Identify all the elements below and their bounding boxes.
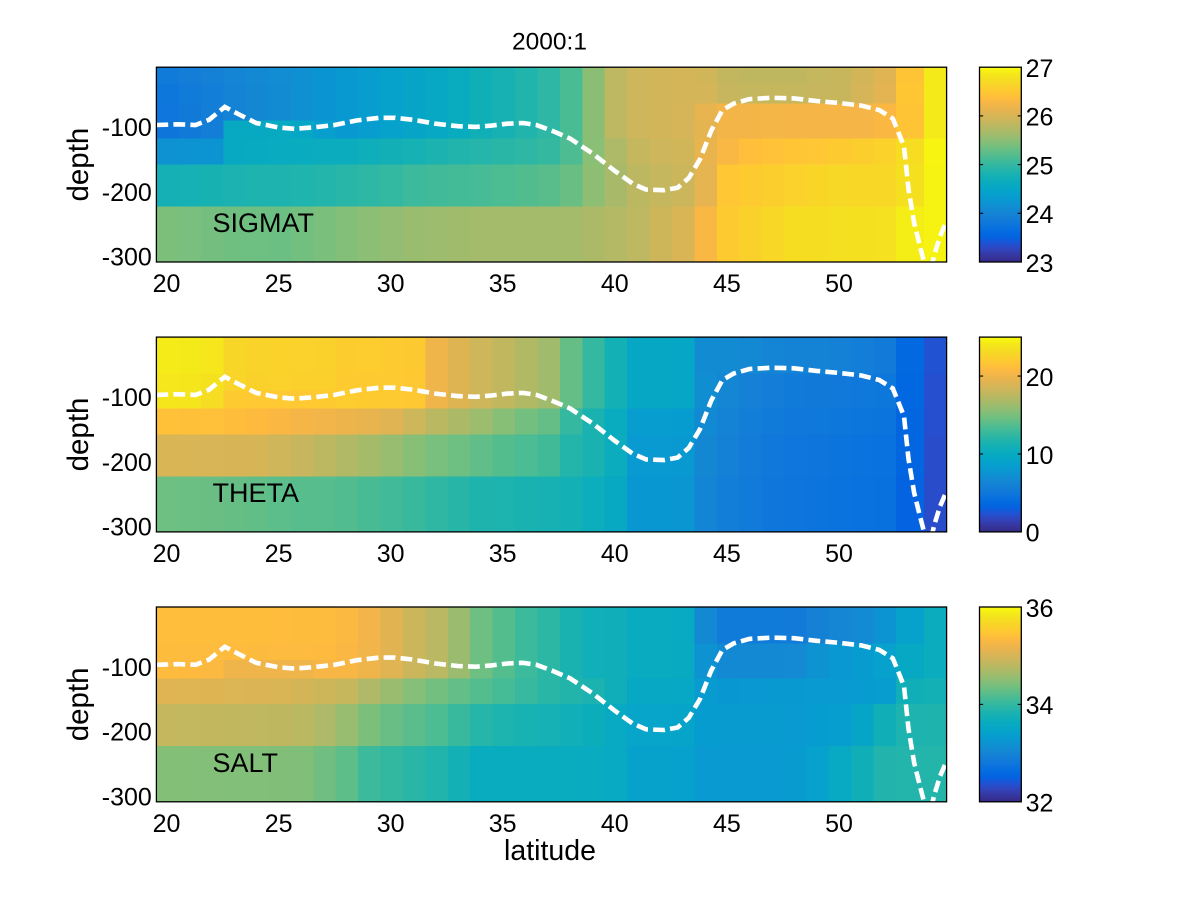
svg-text:50: 50 <box>825 270 853 298</box>
svg-text:20: 20 <box>1026 364 1054 392</box>
svg-text:SIGMAT: SIGMAT <box>213 208 315 238</box>
svg-text:45: 45 <box>713 810 741 838</box>
svg-text:0: 0 <box>1026 520 1040 548</box>
svg-text:45: 45 <box>713 270 741 298</box>
svg-text:24: 24 <box>1026 201 1054 229</box>
svg-text:25: 25 <box>1026 152 1054 180</box>
svg-text:20: 20 <box>153 810 181 838</box>
svg-text:35: 35 <box>489 540 517 568</box>
svg-text:40: 40 <box>601 540 629 568</box>
svg-text:34: 34 <box>1026 692 1054 720</box>
svg-text:27: 27 <box>1026 55 1054 83</box>
svg-text:35: 35 <box>489 810 517 838</box>
svg-text:30: 30 <box>377 540 405 568</box>
svg-text:depth: depth <box>62 398 95 472</box>
svg-text:25: 25 <box>265 270 293 298</box>
svg-text:-100: -100 <box>102 384 152 412</box>
svg-text:35: 35 <box>489 270 517 298</box>
svg-text:25: 25 <box>265 540 293 568</box>
svg-text:40: 40 <box>601 270 629 298</box>
svg-text:23: 23 <box>1026 250 1054 278</box>
svg-text:32: 32 <box>1026 790 1054 818</box>
svg-text:50: 50 <box>825 540 853 568</box>
svg-text:20: 20 <box>153 540 181 568</box>
svg-text:THETA: THETA <box>213 478 300 508</box>
svg-text:10: 10 <box>1026 442 1054 470</box>
svg-text:-200: -200 <box>102 449 152 477</box>
svg-text:SALT: SALT <box>213 748 279 778</box>
svg-text:25: 25 <box>265 810 293 838</box>
svg-text:-100: -100 <box>102 654 152 682</box>
svg-text:depth: depth <box>62 128 95 202</box>
svg-text:40: 40 <box>601 810 629 838</box>
svg-text:-300: -300 <box>102 513 152 541</box>
svg-text:2000:1: 2000:1 <box>512 29 587 56</box>
svg-text:depth: depth <box>62 667 95 741</box>
svg-text:20: 20 <box>153 270 181 298</box>
svg-text:-200: -200 <box>102 719 152 747</box>
svg-text:50: 50 <box>825 810 853 838</box>
svg-text:45: 45 <box>713 540 741 568</box>
svg-text:-100: -100 <box>102 114 152 142</box>
svg-text:latitude: latitude <box>504 835 596 867</box>
svg-text:-200: -200 <box>102 179 152 207</box>
svg-text:26: 26 <box>1026 104 1054 132</box>
svg-text:-300: -300 <box>102 244 152 272</box>
svg-text:-300: -300 <box>102 783 152 811</box>
svg-text:36: 36 <box>1026 595 1054 623</box>
svg-text:30: 30 <box>377 810 405 838</box>
svg-text:30: 30 <box>377 270 405 298</box>
